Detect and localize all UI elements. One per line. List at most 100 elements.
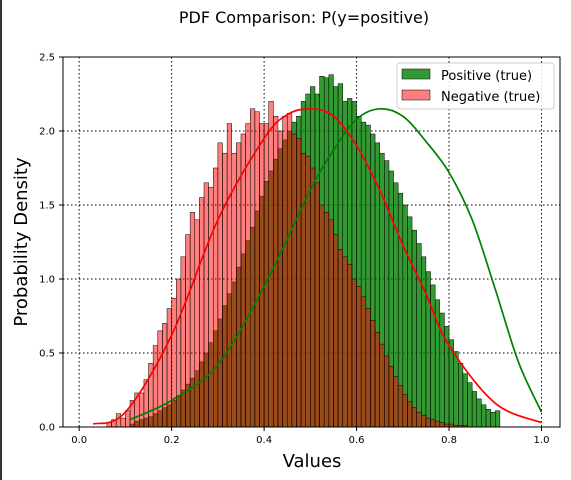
negative-histogram-bar	[240, 133, 246, 428]
negative-histogram-bar	[342, 256, 348, 428]
negative-histogram-bar	[199, 197, 205, 428]
axis-ticks: 0.0 0.2 0.4 0.6 0.8 1.0 0.0 0.5 1.0 1.5 2.0 2.5	[39, 53, 549, 447]
negative-histogram-bar	[176, 278, 182, 428]
negative-histogram-bar	[171, 297, 177, 428]
negative-histogram-bar	[185, 234, 191, 428]
negative-histogram-bar	[314, 182, 320, 428]
negative-histogram-bar	[222, 152, 228, 428]
negative-histogram-bar	[319, 204, 325, 428]
plot-frame	[62, 56, 561, 428]
negative-histogram-bar	[439, 422, 445, 428]
negative-histogram-bar	[120, 417, 126, 428]
negative-histogram-bar	[189, 212, 196, 428]
y-tick-label: 1.5	[39, 201, 55, 212]
negative-histogram-bar	[365, 308, 371, 428]
negative-histogram-bar	[388, 366, 394, 428]
positive-histogram-bar	[402, 204, 408, 428]
positive-histogram-bar	[481, 404, 487, 428]
legend-box	[396, 62, 555, 110]
negative-histogram-bar	[370, 320, 376, 428]
negative-histogram-bar	[231, 152, 237, 428]
kde-curves	[92, 107, 543, 425]
negative-histogram-bar	[217, 142, 223, 428]
legend: Positive (true) Negative (true)	[396, 62, 555, 110]
negative-histogram-bar	[393, 376, 399, 428]
negative-histogram-bar	[259, 123, 265, 428]
legend-label-positive: Positive (true)	[441, 69, 532, 84]
positive-histogram-bar	[485, 408, 491, 428]
y-tick-label: 1.0	[39, 275, 55, 286]
negative-histogram-bar	[356, 286, 362, 428]
y-axis-label: Probability Density	[11, 157, 32, 327]
negative-histogram-bar	[323, 212, 330, 428]
negative-histogram-bar	[236, 142, 242, 428]
negative-histogram-bar	[434, 420, 441, 428]
x-tick-label: 0.2	[164, 435, 180, 446]
negative-histogram-bar	[402, 394, 408, 428]
negative-histogram-bar	[194, 219, 200, 428]
negative-histogram-bar	[268, 101, 274, 428]
positive-histogram-bar	[407, 216, 413, 428]
positive-kde-curve	[129, 107, 543, 421]
x-tick-label: 0.4	[256, 435, 272, 446]
negative-histogram-bar	[152, 345, 159, 428]
negative-histogram-bar	[300, 152, 306, 428]
negative-histogram-bar	[407, 401, 413, 428]
x-axis-label: Values	[283, 451, 342, 472]
negative-histogram-bar	[310, 167, 316, 428]
negative-histogram-bar	[208, 186, 214, 428]
positive-histogram-bar	[416, 243, 422, 428]
legend-swatch-positive	[401, 68, 431, 80]
negative-histogram-bar	[351, 278, 357, 428]
positive-histogram-bar	[471, 391, 478, 428]
negative-histogram-bar	[166, 308, 172, 428]
x-tick-label: 0.8	[441, 435, 457, 446]
positive-histogram-bar	[411, 229, 417, 428]
negative-histogram-bar	[273, 115, 279, 428]
negative-histogram-bar	[157, 330, 163, 428]
positive-histogram-bar	[421, 256, 427, 428]
negative-histogram-bar	[425, 417, 431, 428]
y-tick-label: 0.5	[39, 349, 55, 360]
negative-histogram-bar	[296, 138, 302, 428]
positive-histogram-bar	[453, 351, 459, 428]
negative-histogram-bar	[328, 219, 334, 428]
negative-histogram-bar	[282, 115, 288, 428]
positive-histogram-bar	[476, 398, 482, 428]
window-edge	[0, 0, 2, 480]
positive-histogram-bar	[495, 410, 501, 428]
legend-swatch-negative	[401, 89, 431, 101]
x-tick-label: 1.0	[534, 435, 550, 446]
chart-title: PDF Comparison: P(y=positive)	[179, 8, 429, 27]
negative-histogram-bar	[337, 249, 343, 428]
negative-histogram-bar	[162, 323, 168, 428]
negative-histogram-bar	[139, 392, 145, 428]
positive-histogram-bar	[458, 363, 464, 428]
negative-histogram-bar	[180, 256, 186, 428]
negative-histogram-bar	[213, 167, 219, 428]
y-tick-label: 2.0	[39, 127, 55, 138]
positive-histogram-bar	[462, 373, 468, 428]
negative-histogram-bar	[421, 414, 427, 428]
negative-histogram-bar	[245, 123, 251, 428]
negative-histogram-bar	[277, 130, 283, 428]
positive-histogram-bar	[490, 411, 496, 428]
negative-histogram-bar	[254, 111, 260, 428]
negative-histogram-bar	[347, 263, 353, 428]
y-tick-label: 0.0	[39, 423, 55, 434]
negative-histogram-bar	[226, 123, 233, 428]
negative-histogram-bar	[125, 410, 131, 428]
negative-histogram-bar	[374, 332, 380, 428]
negative-histogram-bar	[291, 133, 297, 428]
y-tick-label: 2.5	[39, 53, 55, 64]
negative-kde-curve	[92, 107, 542, 425]
x-tick-label: 0.0	[71, 435, 87, 446]
negative-histogram-bar	[416, 411, 422, 428]
negative-histogram-bar	[333, 234, 339, 428]
negative-histogram-bar	[263, 123, 269, 428]
negative-histogram-bar	[203, 182, 209, 428]
negative-histogram-bar	[360, 296, 367, 428]
negative-histogram-bar	[430, 419, 436, 428]
x-tick-label: 0.6	[349, 435, 365, 446]
